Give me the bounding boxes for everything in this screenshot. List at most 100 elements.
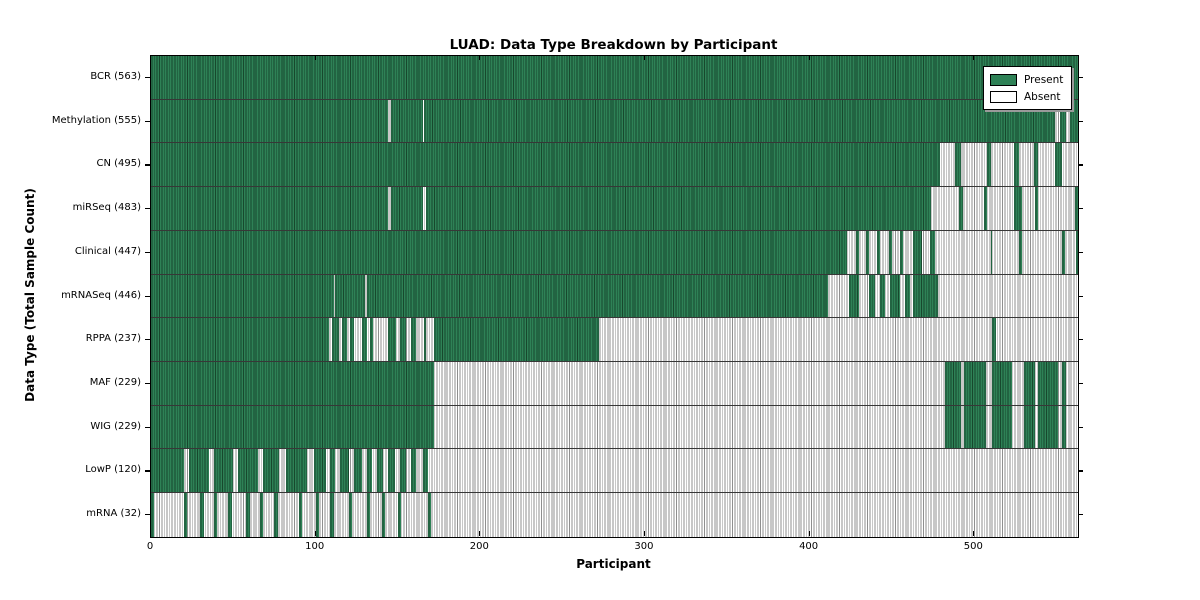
ytick-mark	[145, 470, 150, 472]
ytick-mark	[1078, 76, 1083, 79]
present-segment	[366, 274, 828, 318]
present-segment	[880, 274, 886, 318]
ytick-mark	[1078, 251, 1083, 253]
xtick-mark	[643, 531, 646, 536]
present-segment	[213, 449, 234, 493]
present-segment	[151, 99, 389, 143]
row-clinical	[151, 230, 1078, 275]
present-segment	[411, 318, 417, 362]
ytick-mark	[1078, 470, 1083, 472]
present-segment	[411, 449, 417, 493]
xtick-label-400: 400	[799, 541, 819, 552]
row-methylation	[151, 99, 1078, 144]
present-segment	[200, 493, 204, 537]
present-segment	[434, 318, 599, 362]
present-segment	[330, 449, 336, 493]
present-segment	[1059, 99, 1067, 143]
present-segment	[900, 230, 904, 274]
ytick-mark	[145, 208, 150, 210]
present-segment	[944, 405, 962, 449]
present-segment	[992, 405, 1013, 449]
present-segment	[1061, 405, 1067, 449]
xtick-mark	[973, 55, 975, 60]
present-segment	[259, 493, 263, 537]
ytick-mark	[1078, 208, 1083, 210]
present-segment	[865, 230, 869, 274]
present-segment	[1023, 405, 1036, 449]
xtick-mark	[973, 531, 975, 536]
present-segment	[1018, 230, 1022, 274]
present-segment	[151, 230, 848, 274]
present-segment	[992, 318, 996, 362]
present-segment	[425, 187, 932, 230]
present-segment	[238, 449, 259, 493]
chart-title: LUAD: Data Type Breakdown by Participant	[449, 37, 778, 53]
present-segment	[987, 143, 991, 187]
legend-label-present: Present	[1024, 73, 1064, 86]
ytick-mark	[1078, 514, 1083, 516]
xtick-mark	[150, 531, 152, 536]
ytick-label-mrnaseq: mRNASeq (446)	[61, 289, 141, 301]
present-segment	[855, 230, 859, 274]
present-segment	[314, 449, 326, 493]
legend-label-absent: Absent	[1024, 90, 1061, 103]
legend-swatch-absent-icon	[990, 90, 1017, 103]
present-segment	[188, 449, 209, 493]
absent-region	[151, 493, 1078, 537]
ytick-label-rppa: RPPA (237)	[85, 333, 141, 345]
present-segment	[1038, 405, 1059, 449]
present-segment	[388, 318, 397, 362]
present-segment	[913, 274, 939, 318]
present-segment	[381, 493, 385, 537]
ytick-label-bcr: BCR (563)	[90, 70, 141, 82]
present-segment	[905, 274, 911, 318]
present-segment	[424, 99, 1055, 143]
present-segment	[959, 187, 963, 230]
plot-area	[150, 55, 1079, 538]
present-segment	[348, 493, 352, 537]
present-segment	[399, 318, 407, 362]
ytick-mark	[145, 426, 150, 428]
ytick-mark	[145, 164, 150, 166]
ytick-mark	[145, 382, 150, 385]
present-segment	[391, 187, 423, 230]
ytick-mark	[1078, 382, 1083, 385]
ytick-label-mrna: mRNA (32)	[86, 508, 141, 520]
present-segment	[246, 493, 250, 537]
present-segment	[151, 318, 329, 362]
x-axis-title: Participant	[576, 557, 651, 571]
row-maf	[151, 362, 1078, 406]
present-segment	[274, 493, 278, 537]
xtick-mark	[479, 531, 481, 536]
present-segment	[964, 362, 986, 405]
xtick-mark	[808, 55, 810, 60]
present-segment	[315, 493, 319, 537]
xtick-label-0: 0	[146, 541, 154, 552]
present-segment	[330, 493, 334, 537]
row-bcr	[151, 56, 1078, 100]
present-segment	[954, 143, 962, 187]
present-segment	[422, 449, 428, 493]
present-segment	[353, 449, 362, 493]
row-mrna	[151, 493, 1078, 537]
present-segment	[1061, 362, 1067, 405]
present-segment	[366, 493, 370, 537]
ytick-mark	[1078, 164, 1083, 166]
present-segment	[391, 99, 423, 143]
ytick-mark	[145, 339, 150, 341]
xtick-mark	[479, 55, 481, 60]
present-segment	[151, 143, 940, 187]
present-segment	[213, 493, 217, 537]
present-segment	[1033, 143, 1039, 187]
present-segment	[151, 362, 435, 405]
present-segment	[849, 274, 859, 318]
present-segment	[286, 449, 308, 493]
present-segment	[1074, 187, 1078, 230]
xtick-mark	[643, 55, 646, 60]
ytick-label-clinical: Clinical (447)	[74, 245, 141, 257]
present-segment	[990, 230, 993, 274]
present-segment	[868, 274, 876, 318]
ytick-mark	[145, 251, 150, 253]
present-segment	[424, 318, 426, 362]
